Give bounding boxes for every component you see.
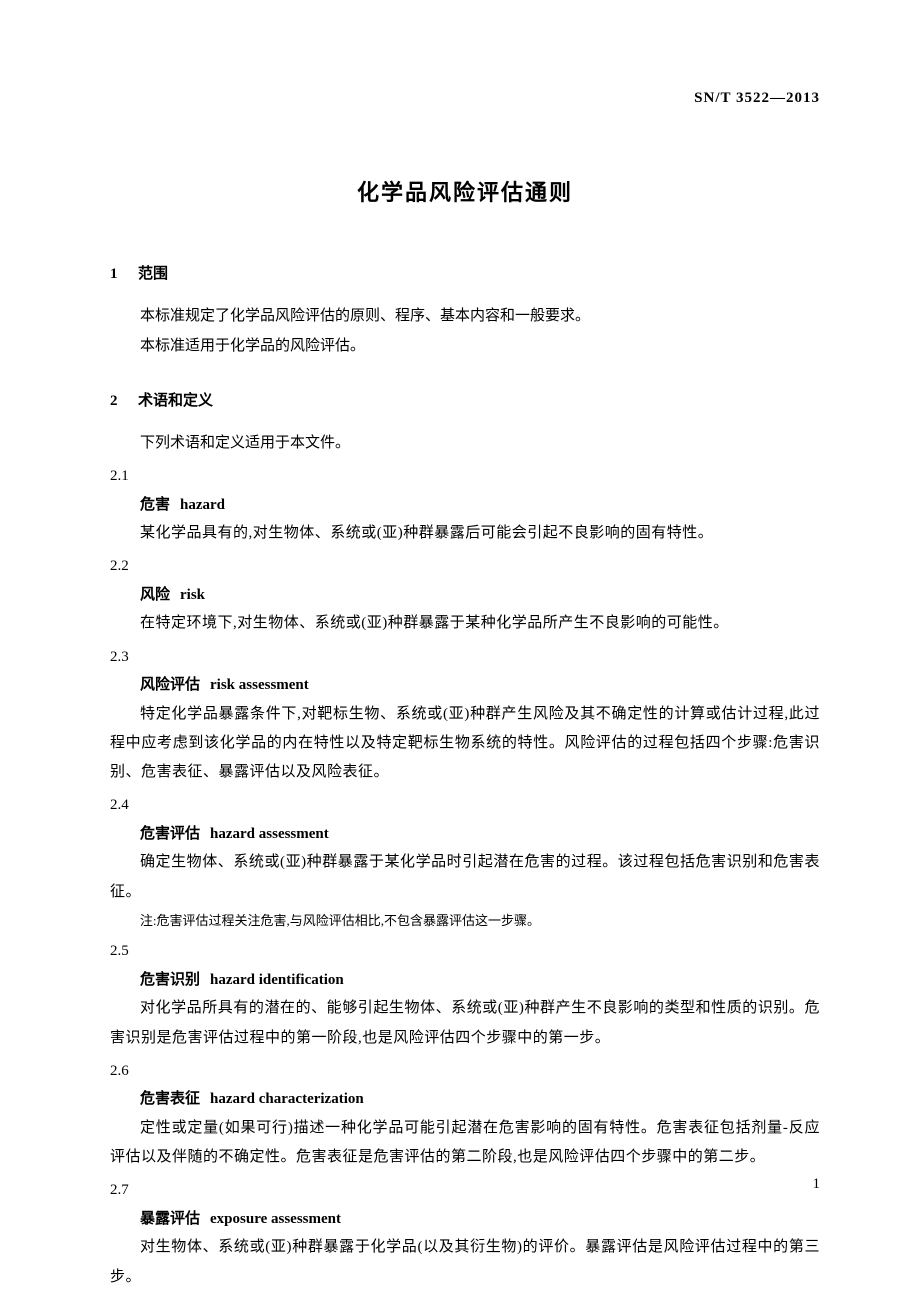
def-2-6: 定性或定量(如果可行)描述一种化学品可能引起潜在危害影响的固有特性。危害表征包括…	[110, 1114, 820, 1173]
clause-2-7-num: 2.7	[110, 1176, 820, 1205]
def-2-4: 确定生物体、系统或(亚)种群暴露于某化学品时引起潜在危害的过程。该过程包括危害识…	[110, 848, 820, 907]
section-1-num: 1	[110, 266, 138, 283]
clause-2-3-num: 2.3	[110, 643, 820, 672]
document-title: 化学品风险评估通则	[110, 175, 820, 207]
def-2-3: 特定化学品暴露条件下,对靶标生物、系统或(亚)种群产生风险及其不确定性的计算或估…	[110, 700, 820, 788]
term-2-7-en: exposure assessment	[210, 1211, 341, 1227]
clause-2-6-num: 2.6	[110, 1057, 820, 1086]
term-2-4-zh: 危害评估	[140, 826, 200, 842]
term-2-3: 风险评估 risk assessment	[110, 671, 820, 700]
term-2-2: 风险 risk	[110, 581, 820, 610]
term-2-6-en: hazard characterization	[210, 1091, 364, 1107]
term-2-6: 危害表征 hazard characterization	[110, 1085, 820, 1114]
page-number: 1	[813, 1176, 821, 1193]
clause-2-4-num: 2.4	[110, 791, 820, 820]
term-2-5-zh: 危害识别	[140, 972, 200, 988]
term-2-1-en: hazard	[180, 497, 225, 513]
term-2-3-zh: 风险评估	[140, 677, 200, 693]
term-2-1-zh: 危害	[140, 497, 170, 513]
term-2-7: 暴露评估 exposure assessment	[110, 1205, 820, 1234]
section-2-intro: 下列术语和定义适用于本文件。	[110, 428, 820, 458]
section-1-title: 范围	[138, 266, 168, 282]
term-2-2-zh: 风险	[140, 587, 170, 603]
section-2-num: 2	[110, 393, 138, 410]
term-2-4-en: hazard assessment	[210, 826, 329, 842]
def-2-5: 对化学品所具有的潜在的、能够引起生物体、系统或(亚)种群产生不良影响的类型和性质…	[110, 994, 820, 1053]
section-2-heading: 2术语和定义	[110, 389, 820, 410]
term-2-3-en: risk assessment	[210, 677, 309, 693]
term-2-7-zh: 暴露评估	[140, 1211, 200, 1227]
term-2-5: 危害识别 hazard identification	[110, 966, 820, 995]
term-2-4: 危害评估 hazard assessment	[110, 820, 820, 849]
section-2-title: 术语和定义	[138, 393, 213, 409]
clause-2-1-num: 2.1	[110, 462, 820, 491]
note-2-4: 注:危害评估过程关注危害,与风险评估相比,不包含暴露评估这一步骤。	[110, 909, 820, 934]
term-2-6-zh: 危害表征	[140, 1091, 200, 1107]
clause-2-2-num: 2.2	[110, 552, 820, 581]
def-2-7: 对生物体、系统或(亚)种群暴露于化学品(以及其衍生物)的评价。暴露评估是风险评估…	[110, 1233, 820, 1292]
term-2-1: 危害 hazard	[110, 491, 820, 520]
def-2-2: 在特定环境下,对生物体、系统或(亚)种群暴露于某种化学品所产生不良影响的可能性。	[110, 609, 820, 638]
standard-code: SN/T 3522—2013	[694, 90, 820, 107]
clause-2-5-num: 2.5	[110, 937, 820, 966]
section-1-heading: 1范围	[110, 262, 820, 283]
section-1-p1: 本标准规定了化学品风险评估的原则、程序、基本内容和一般要求。	[110, 301, 820, 331]
section-1-p2: 本标准适用于化学品的风险评估。	[110, 331, 820, 361]
term-2-5-en: hazard identification	[210, 972, 344, 988]
term-2-2-en: risk	[180, 587, 205, 603]
def-2-1: 某化学品具有的,对生物体、系统或(亚)种群暴露后可能会引起不良影响的固有特性。	[110, 519, 820, 548]
